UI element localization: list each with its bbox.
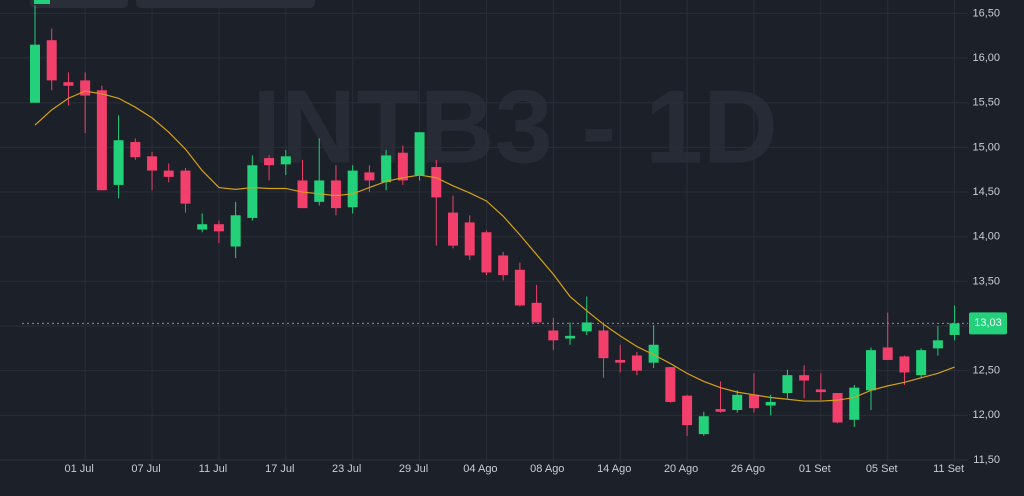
candle-body: [732, 394, 743, 410]
candle-body: [381, 155, 392, 183]
candle-body: [314, 180, 325, 202]
candle-body: [782, 375, 793, 394]
candle-body: [297, 180, 308, 209]
candle-body: [481, 232, 492, 273]
y-tick-label: 14,00: [972, 231, 1000, 243]
y-tick-label: 16,00: [972, 52, 1000, 64]
toolbar[interactable]: [30, 0, 128, 8]
candle-body: [113, 140, 124, 185]
x-tick-label: 11 Set: [933, 463, 964, 475]
x-tick-label: 14 Ago: [597, 463, 631, 475]
x-tick-label: 05 Set: [866, 463, 898, 475]
candle-body: [96, 90, 107, 191]
candle-body: [414, 132, 425, 176]
candle-body: [548, 330, 559, 341]
candle-body: [866, 350, 876, 391]
candle-body: [230, 215, 241, 247]
y-tick-label: 11,50: [973, 454, 1000, 466]
candle-body: [247, 165, 258, 218]
y-tick-label: 14,50: [972, 186, 1000, 198]
candle-body: [598, 330, 609, 359]
moving-average: [34, 90, 955, 402]
x-tick-label: 23 Jul: [332, 463, 361, 475]
candle-body: [665, 367, 676, 402]
candle-body: [648, 344, 659, 363]
y-tick-label: 12,00: [972, 409, 1000, 421]
y-tick-label: 15,00: [972, 141, 1000, 153]
candle-body: [80, 80, 91, 96]
candle-body: [799, 375, 810, 381]
candle-body: [347, 170, 358, 208]
candle-body: [531, 302, 542, 323]
watermark: INTB3 - 1D: [252, 69, 778, 185]
candle-body: [213, 224, 224, 232]
x-tick-label: 20 Ago: [664, 463, 698, 475]
candle-body: [882, 347, 893, 360]
x-tick-label: 17 Jul: [265, 463, 294, 475]
y-tick-label: 15,50: [972, 97, 1000, 109]
candle-body: [748, 394, 759, 409]
last-price-tag: [969, 312, 1007, 335]
candle-body: [682, 395, 693, 426]
candle-body: [832, 393, 843, 423]
candle-body: [498, 255, 509, 276]
x-tick-label: 04 Ago: [463, 463, 497, 475]
candle-body: [849, 387, 860, 420]
x-tick-label: 08 Ago: [530, 463, 564, 475]
y-tick-label: 12,50: [972, 365, 1000, 377]
candle-body: [815, 389, 826, 393]
y-tick-label: 16,50: [972, 7, 1000, 19]
candle-body: [514, 269, 525, 306]
candle-body: [765, 401, 776, 406]
x-tick-label: 07 Jul: [131, 463, 160, 475]
x-tick-label: 01 Jul: [64, 463, 93, 475]
candle-body: [715, 409, 726, 412]
toolbar-icon: [34, 0, 50, 4]
candle-body: [180, 170, 191, 204]
candle-body: [197, 224, 208, 230]
candle-body: [280, 156, 291, 165]
candle-body: [397, 152, 408, 181]
candle-body: [163, 170, 174, 177]
candle-body: [916, 350, 927, 376]
candle-body: [615, 359, 626, 363]
candle-body: [364, 172, 375, 181]
candle-body: [147, 156, 158, 171]
candle-body: [698, 416, 709, 435]
x-tick-label: 01 Set: [799, 463, 831, 475]
candle-body: [565, 335, 576, 339]
candle-body: [581, 322, 592, 332]
candle-body: [130, 142, 141, 158]
last-price-label: 13,03: [974, 317, 1002, 329]
x-tick-label: 26 Ago: [731, 463, 765, 475]
candle-body: [330, 180, 341, 209]
candle-body: [264, 158, 275, 166]
candle-body: [448, 212, 458, 246]
y-tick-label: 13,50: [972, 275, 1000, 287]
candle-body: [431, 167, 442, 198]
candle-body: [631, 355, 642, 371]
toolbar[interactable]: [136, 0, 315, 8]
x-tick-label: 11 Jul: [199, 463, 228, 475]
candle-body: [464, 222, 475, 256]
candle-body: [30, 44, 40, 103]
x-tick-label: 29 Jul: [399, 463, 428, 475]
plot: 13,03: [22, 5, 1007, 436]
candle-body: [899, 356, 910, 373]
candle-body: [46, 40, 57, 81]
candle-body: [949, 323, 960, 335]
candle-body: [932, 340, 943, 349]
candle-body: [63, 82, 74, 86]
